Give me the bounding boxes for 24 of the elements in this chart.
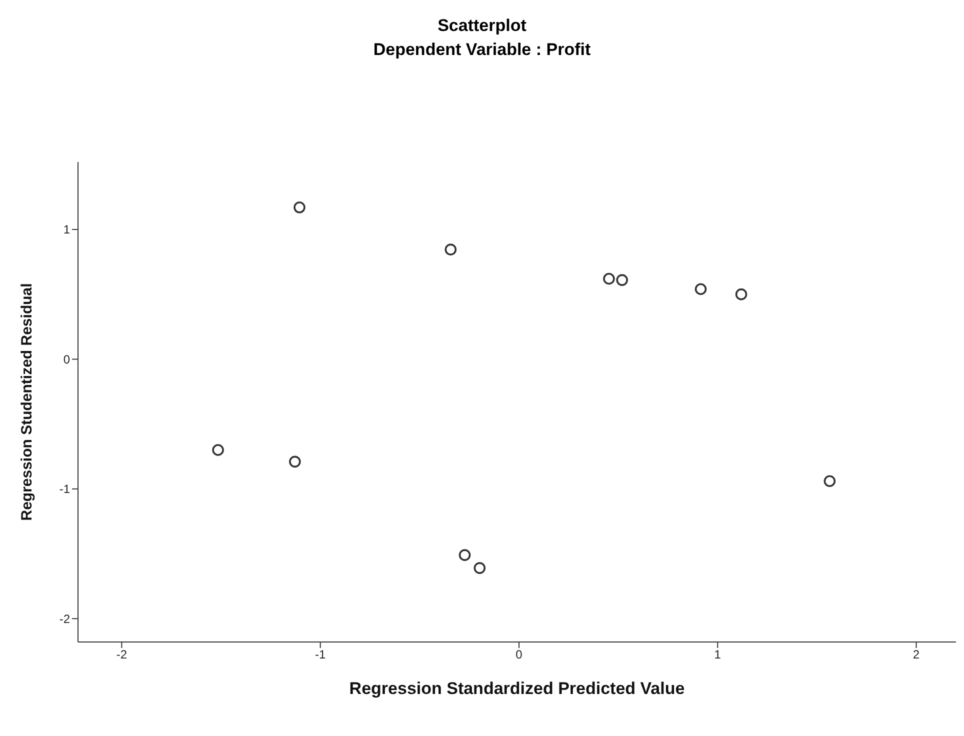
- point: [603, 272, 615, 285]
- y-tick-label: -2: [59, 612, 70, 626]
- point: [458, 549, 471, 561]
- point: [212, 444, 224, 456]
- y-tick-label: 1: [63, 222, 70, 237]
- chart-title: Scatterplot: [436, 15, 528, 37]
- point: [616, 274, 628, 286]
- point: [694, 283, 707, 296]
- x-tick-label: 1: [714, 648, 722, 662]
- chart-subtitle: Dependent Variable : Profit: [372, 39, 592, 61]
- point: [474, 562, 486, 574]
- point: [289, 456, 301, 468]
- point: [735, 288, 748, 300]
- x-tick-label: -2: [116, 648, 128, 662]
- point: [824, 475, 836, 488]
- x-tick-label: 0: [516, 648, 523, 662]
- y-tick-label: 0: [63, 352, 70, 366]
- y-axis-title: Regression Studentized Residual: [18, 283, 36, 521]
- y-tick-label: -1: [59, 482, 70, 496]
- x-axis-title: Regression Standardized Predicted Value: [349, 679, 685, 698]
- x-tick-label: -1: [315, 648, 326, 662]
- point: [294, 202, 306, 214]
- x-tick-label: 2: [912, 648, 920, 662]
- point: [444, 244, 457, 256]
